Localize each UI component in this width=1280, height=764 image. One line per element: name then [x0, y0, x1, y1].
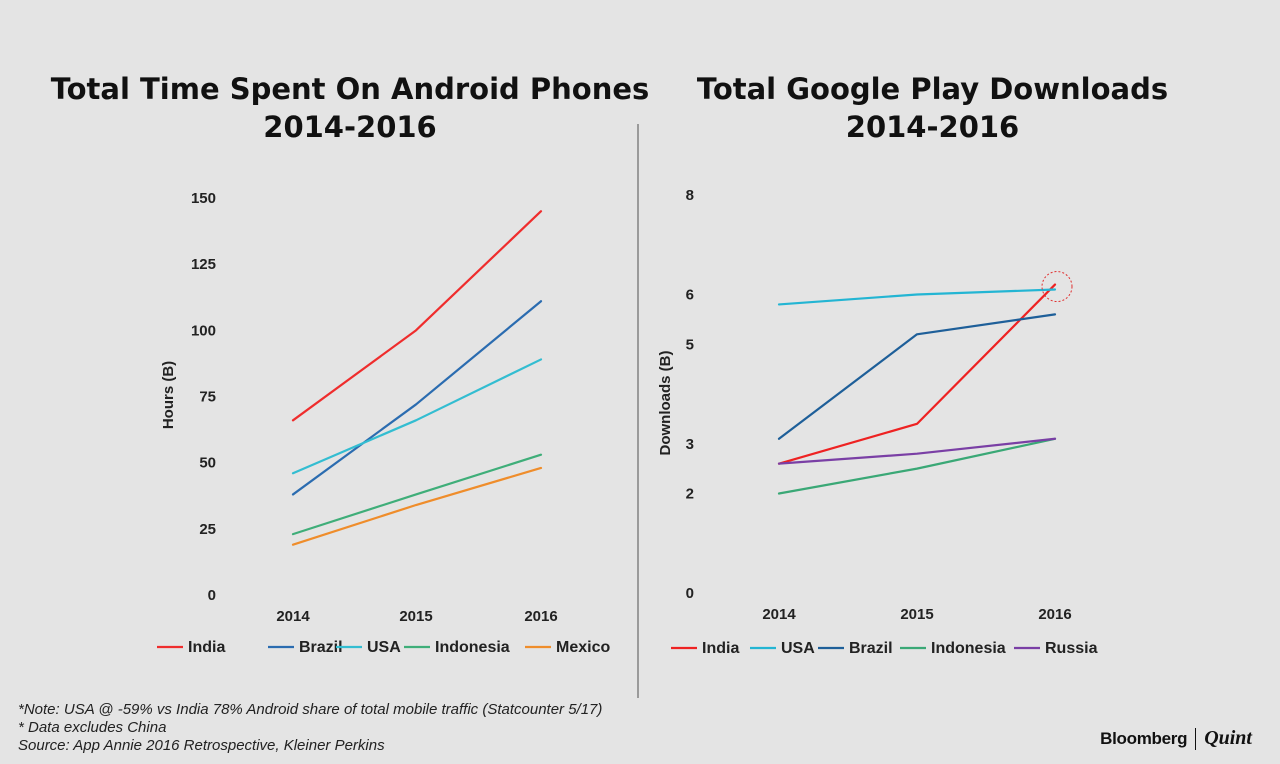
- legend-label: USA: [367, 639, 401, 656]
- y-tick-label: 0: [686, 585, 694, 602]
- series-line-mexico: [291, 466, 543, 546]
- legend-label: Russia: [1045, 640, 1098, 657]
- y-tick-label: 50: [199, 455, 216, 472]
- brand-logo: Bloomberg Quint: [1100, 727, 1252, 750]
- y-tick-label: 100: [191, 322, 216, 339]
- legend-label: Mexico: [556, 639, 610, 656]
- series-line-usa: [291, 358, 543, 475]
- legend-label: India: [188, 639, 225, 656]
- footnote-note: *Note: USA @ -59% vs India 78% Android s…: [18, 701, 603, 718]
- legend-label: Indonesia: [931, 640, 1006, 657]
- y-tick-label: 2: [686, 486, 694, 503]
- chart-title-downloads: Total Google Play Downloads 2014-2016: [640, 70, 1225, 146]
- y-tick-label: 25: [199, 521, 216, 538]
- footnote-source: Source: App Annie 2016 Retrospective, Kl…: [18, 737, 385, 754]
- legend-label: Brazil: [849, 640, 893, 657]
- x-tick-label: 2016: [524, 608, 557, 625]
- series-line-indonesia: [291, 453, 543, 536]
- title-line-2: 2014-2016: [845, 110, 1020, 144]
- footnotes: *Note: USA @ -59% vs India 78% Android s…: [18, 701, 602, 755]
- title-line-1: Total Google Play Downloads: [696, 72, 1169, 106]
- brand-primary: Bloomberg: [1100, 728, 1188, 748]
- series-line-indonesia: [777, 437, 1057, 495]
- x-tick-label: 2016: [1038, 606, 1071, 623]
- y-tick-label: 5: [686, 336, 694, 353]
- y-tick-label: 75: [199, 389, 216, 406]
- panel-divider: [637, 124, 639, 698]
- highlight-circle: [1041, 271, 1073, 303]
- series-line-brazil: [291, 300, 543, 496]
- y-tick-label: 125: [191, 256, 216, 273]
- y-axis-title: Downloads (B): [657, 351, 674, 456]
- y-tick-label: 150: [191, 190, 216, 207]
- series-line-russia: [777, 437, 1057, 465]
- y-tick-label: 8: [686, 187, 694, 204]
- x-tick-label: 2014: [276, 608, 310, 625]
- title-line-2: 2014-2016: [263, 110, 437, 144]
- legend-label: USA: [781, 640, 815, 657]
- x-tick-label: 2015: [900, 606, 933, 623]
- series-line-india: [291, 210, 543, 422]
- x-tick-label: 2015: [399, 608, 432, 625]
- legend-label: Indonesia: [435, 639, 510, 656]
- series-line-brazil: [777, 313, 1057, 440]
- legend-label: Brazil: [299, 639, 343, 656]
- series-line-india: [777, 283, 1057, 465]
- series-line-usa: [777, 288, 1057, 306]
- legend-label: India: [702, 640, 739, 657]
- brand-secondary: Quint: [1204, 727, 1252, 749]
- time-spent-line-chart: 0 25 50 75 100 125 150 Hours (B) 2014 2015 2016 Ind…: [157, 190, 610, 656]
- chart-title-time-spent: Total Time Spent On Android Phones 2014-…: [40, 70, 660, 146]
- y-tick-label: 6: [686, 287, 694, 304]
- y-tick-label: 0: [208, 587, 216, 604]
- x-tick-label: 2014: [762, 606, 796, 623]
- downloads-line-chart: 0 2 3 5 6 8 Downloads (B) 2014 2015 2016 India USA B…: [657, 187, 1098, 657]
- title-line-1: Total Time Spent On Android Phones: [50, 72, 650, 106]
- y-axis-title: Hours (B): [160, 361, 177, 429]
- brand-separator: [1195, 727, 1197, 750]
- y-tick-label: 3: [686, 436, 694, 453]
- footnote-exclusion: * Data excludes China: [18, 719, 167, 736]
